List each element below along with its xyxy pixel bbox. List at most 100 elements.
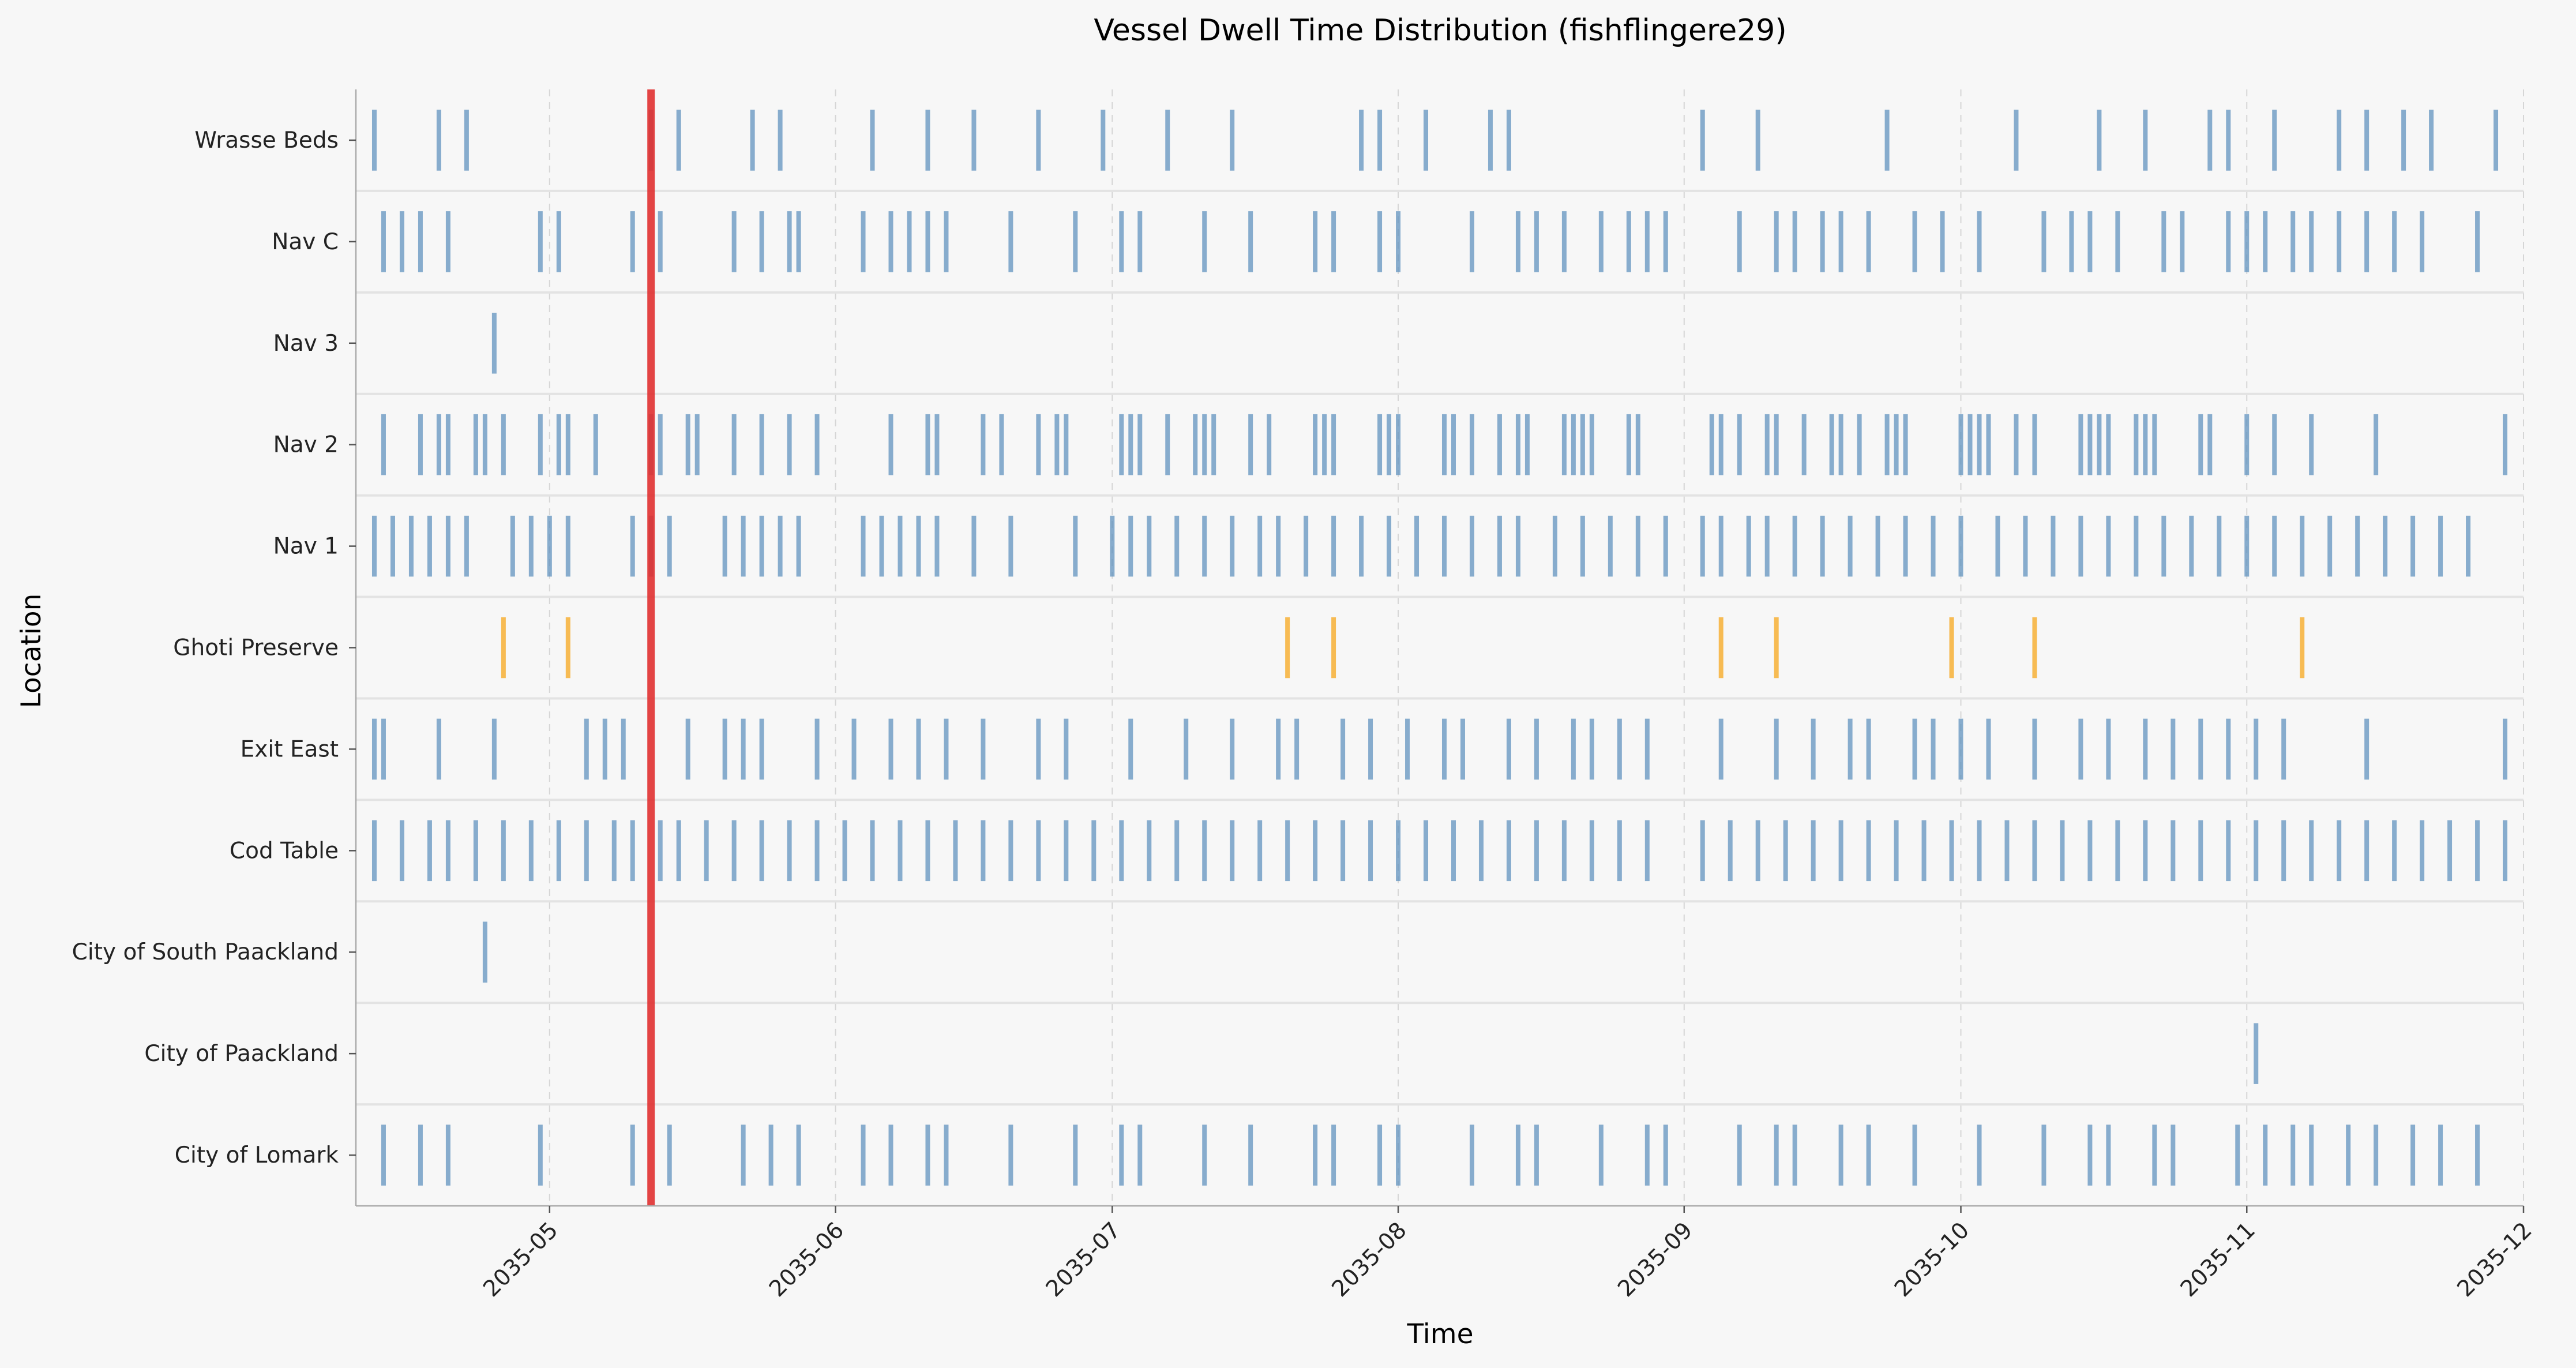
event-mark-wrasse-beds (1230, 110, 1235, 171)
event-mark-exit-east (1276, 718, 1281, 780)
event-mark-nav-2 (445, 414, 450, 475)
event-mark-nav-2 (1857, 414, 1862, 475)
event-mark-wrasse-beds (2226, 110, 2231, 171)
event-mark-cod-table (759, 820, 764, 882)
event-mark-nav-1 (2410, 515, 2416, 577)
event-mark-city-of-lomark (445, 1125, 450, 1186)
event-mark-cod-table (427, 820, 432, 882)
event-mark-nav-1 (1580, 515, 1585, 577)
event-mark-nav-2 (2309, 414, 2314, 475)
event-mark-exit-east (1644, 718, 1650, 780)
event-mark-nav-c (1663, 211, 1668, 272)
event-mark-ghoti-preserve (2032, 617, 2037, 679)
event-mark-nav-2 (1903, 414, 1908, 475)
event-mark-nav-1 (861, 515, 866, 577)
event-mark-nav-2 (2106, 414, 2111, 475)
event-mark-exit-east (602, 718, 607, 780)
event-mark-nav-c (445, 211, 450, 272)
event-mark-nav-c (658, 211, 663, 272)
y-axis-label: Location (16, 594, 47, 709)
event-mark-nav-1 (1304, 515, 1309, 577)
event-mark-nav-2 (2014, 414, 2019, 475)
event-mark-cod-table (676, 820, 681, 882)
event-mark-city-of-lomark (2475, 1125, 2480, 1186)
event-mark-exit-east (685, 718, 690, 780)
event-mark-exit-east (1405, 718, 1410, 780)
event-mark-ghoti-preserve (1285, 617, 1290, 679)
event-mark-nav-2 (1165, 414, 1170, 475)
event-mark-cod-table (787, 820, 792, 882)
event-mark-cod-table (1478, 820, 1484, 882)
event-mark-city-of-lomark (1073, 1125, 1078, 1186)
event-mark-wrasse-beds (2143, 110, 2148, 171)
event-mark-nav-1 (1635, 515, 1640, 577)
event-mark-nav-2 (2272, 414, 2277, 475)
event-mark-nav-c (796, 211, 801, 272)
event-mark-nav-1 (916, 515, 921, 577)
event-mark-nav-2 (2087, 414, 2093, 475)
event-mark-cod-table (2309, 820, 2314, 882)
event-mark-cod-table (2364, 820, 2370, 882)
event-mark-exit-east (741, 718, 746, 780)
event-mark-city-of-lomark (1534, 1125, 1539, 1186)
event-mark-city-of-lomark (1248, 1125, 1253, 1186)
event-mark-city-of-lomark (861, 1125, 866, 1186)
event-mark-exit-east (1571, 718, 1576, 780)
event-mark-city-of-lomark (2106, 1125, 2111, 1186)
event-mark-wrasse-beds (1700, 110, 1705, 171)
event-mark-exit-east (2364, 718, 2370, 780)
event-mark-exit-east (2078, 718, 2083, 780)
event-mark-cod-table (1783, 820, 1788, 882)
event-mark-cod-table (1644, 820, 1650, 882)
event-mark-nav-1 (1764, 515, 1770, 577)
event-mark-nav-1 (1128, 515, 1133, 577)
event-mark-nav-c (2364, 211, 2370, 272)
event-mark-nav-2 (1589, 414, 1594, 475)
event-mark-nav-c (2226, 211, 2231, 272)
event-mark-cod-table (584, 820, 589, 882)
event-mark-cod-table (1700, 820, 1705, 882)
event-mark-nav-1 (1147, 515, 1152, 577)
event-mark-wrasse-beds (2494, 110, 2499, 171)
event-mark-nav-1 (934, 515, 940, 577)
event-mark-exit-east (1441, 718, 1447, 780)
event-mark-nav-c (1940, 211, 1945, 272)
event-mark-cod-table (2004, 820, 2010, 882)
event-mark-nav-1 (1008, 515, 1013, 577)
event-mark-nav-2 (1977, 414, 1982, 475)
event-mark-city-of-lomark (2290, 1125, 2296, 1186)
event-mark-cod-table (1921, 820, 1927, 882)
event-mark-city-of-lomark (2041, 1125, 2046, 1186)
event-mark-ghoti-preserve (1718, 617, 1723, 679)
event-mark-nav-1 (408, 515, 414, 577)
event-mark-nav-2 (482, 414, 487, 475)
event-mark-city-of-lomark (1396, 1125, 1401, 1186)
event-mark-exit-east (371, 718, 377, 780)
event-mark-nav-2 (1128, 414, 1133, 475)
event-mark-city-of-lomark (1313, 1125, 1318, 1186)
event-mark-exit-east (1847, 718, 1853, 780)
event-mark-nav-c (2041, 211, 2046, 272)
event-mark-cod-table (630, 820, 635, 882)
event-mark-wrasse-beds (1036, 110, 1041, 171)
event-mark-nav-c (2244, 211, 2250, 272)
event-mark-nav-1 (427, 515, 432, 577)
event-mark-cod-table (2060, 820, 2065, 882)
event-mark-nav-1 (2355, 515, 2360, 577)
event-mark-nav-2 (2078, 414, 2083, 475)
event-mark-exit-east (1036, 718, 1041, 780)
event-mark-cod-table (501, 820, 506, 882)
event-mark-city-of-lomark (2346, 1125, 2351, 1186)
y-tick-label-ghoti-preserve: Ghoti Preserve (173, 635, 339, 661)
event-mark-cod-table (399, 820, 404, 882)
event-mark-city-of-lomark (1866, 1125, 1871, 1186)
event-mark-nav-2 (1524, 414, 1530, 475)
event-mark-wrasse-beds (371, 110, 377, 171)
event-mark-nav-2 (1248, 414, 1253, 475)
event-mark-nav-1 (1257, 515, 1263, 577)
event-mark-exit-east (2281, 718, 2286, 780)
event-mark-exit-east (1986, 718, 1991, 780)
event-mark-cod-table (842, 820, 847, 882)
event-mark-nav-2 (1829, 414, 1834, 475)
